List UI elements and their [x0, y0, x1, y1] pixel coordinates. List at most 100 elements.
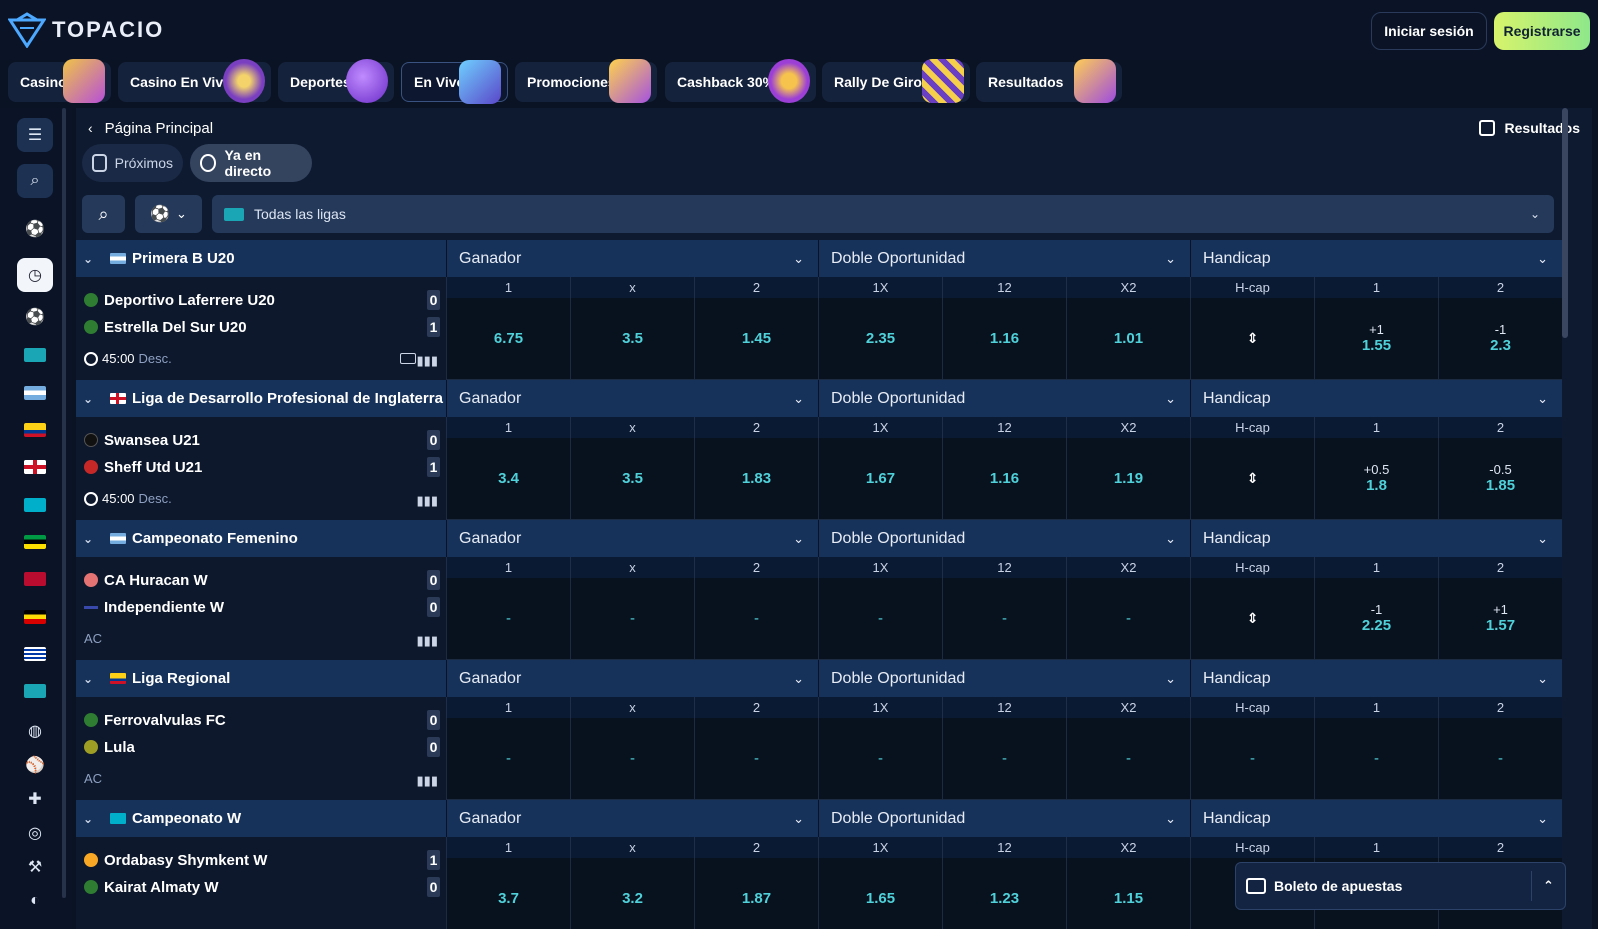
- hcap-odd-cell[interactable]: +0.5 1.8: [1314, 438, 1438, 520]
- market-header-handicap[interactable]: Handicap ⌄: [1190, 800, 1562, 837]
- nav-tab-casino[interactable]: Casino: [8, 59, 111, 103]
- market-header-winner[interactable]: Ganador ⌄: [446, 380, 818, 417]
- gamepad-icon[interactable]: ✚: [28, 791, 42, 808]
- odd-cell[interactable]: 1.23: [942, 858, 1066, 929]
- brand-logo[interactable]: TOPACIO: [8, 12, 164, 48]
- market-header-double[interactable]: Doble Oportunidad ⌄: [818, 240, 1190, 277]
- clock-icon[interactable]: ◷: [17, 258, 53, 292]
- league-header[interactable]: ⌄ Liga de Desarrollo Profesional de Ingl…: [76, 380, 446, 417]
- world-flag-icon[interactable]: [24, 684, 46, 698]
- odd-cell[interactable]: 3.7: [446, 858, 570, 929]
- basketball-icon[interactable]: ◍: [28, 723, 42, 740]
- odd-cell[interactable]: 1.16: [942, 298, 1066, 380]
- mozambique-flag-icon[interactable]: [24, 535, 46, 549]
- nav-tab-cashback[interactable]: Cashback 30%: [665, 59, 816, 103]
- nav-tab-rally-de-giros[interactable]: Rally De Giros: [822, 59, 970, 103]
- nav-tab-promociones[interactable]: Promociones: [515, 59, 657, 103]
- odd-cell[interactable]: -: [446, 578, 570, 660]
- hockey-icon[interactable]: ⚒: [27, 859, 43, 876]
- chevron-up-icon[interactable]: ⌃: [1531, 871, 1565, 901]
- odd-cell[interactable]: 1.83: [694, 438, 818, 520]
- odd-cell[interactable]: -: [942, 718, 1066, 800]
- nav-tab-en-vivo[interactable]: En Vivo: [401, 60, 508, 104]
- odd-cell[interactable]: 1.15: [1066, 858, 1190, 929]
- odd-cell[interactable]: -: [446, 718, 570, 800]
- odd-cell[interactable]: 1.19: [1066, 438, 1190, 520]
- market-header-handicap[interactable]: Handicap ⌄: [1190, 240, 1562, 277]
- tab-live[interactable]: Ya en directo: [190, 144, 312, 182]
- hcap-select[interactable]: ⇕: [1190, 298, 1314, 380]
- market-header-winner[interactable]: Ganador ⌄: [446, 520, 818, 557]
- results-link[interactable]: Resultados: [1478, 116, 1580, 140]
- odd-cell[interactable]: 1.87: [694, 858, 818, 929]
- hcap-odd-cell[interactable]: -0.5 1.85: [1438, 438, 1562, 520]
- market-header-handicap[interactable]: Handicap ⌄: [1190, 520, 1562, 557]
- stats-icon[interactable]: ▮▮▮: [416, 353, 438, 368]
- register-button[interactable]: Registrarse: [1494, 12, 1590, 50]
- odd-cell[interactable]: 3.4: [446, 438, 570, 520]
- match-info[interactable]: Ordabasy Shymkent W 1 Kairat Almaty W 0: [76, 837, 446, 929]
- match-info[interactable]: Deportivo Laferrere U20 0 Estrella Del S…: [76, 277, 446, 380]
- hcap-odd-cell[interactable]: -1 2.3: [1438, 298, 1562, 380]
- odd-cell[interactable]: 1.16: [942, 438, 1066, 520]
- market-header-handicap[interactable]: Handicap ⌄: [1190, 380, 1562, 417]
- kazakhstan-flag-icon[interactable]: [24, 498, 46, 512]
- norway-flag-icon[interactable]: [24, 572, 46, 586]
- league-header[interactable]: ⌄ Liga Regional: [76, 660, 446, 697]
- chevron-down-icon[interactable]: ⌄: [82, 811, 94, 826]
- nav-tab-deportes[interactable]: Deportes: [278, 59, 394, 103]
- league-header[interactable]: ⌄ Campeonato W: [76, 800, 446, 837]
- odd-cell[interactable]: 1.65: [818, 858, 942, 929]
- odd-cell[interactable]: -: [694, 718, 818, 800]
- odd-cell[interactable]: 1.67: [818, 438, 942, 520]
- odd-cell[interactable]: 1.01: [1066, 298, 1190, 380]
- hcap-select[interactable]: ⇕: [1190, 578, 1314, 660]
- stats-icon[interactable]: ▮▮▮: [416, 773, 438, 788]
- sport-select[interactable]: ⚽ ⌄: [135, 195, 202, 233]
- odd-cell[interactable]: -: [1066, 578, 1190, 660]
- league-select[interactable]: Todas las ligas ⌄: [212, 195, 1554, 233]
- odd-cell[interactable]: 1.45: [694, 298, 818, 380]
- tennis-icon[interactable]: ◐: [30, 892, 40, 909]
- hcap-select[interactable]: -: [1190, 718, 1314, 800]
- hcap-odd-cell[interactable]: +1 1.55: [1314, 298, 1438, 380]
- odd-cell[interactable]: -: [818, 718, 942, 800]
- match-info[interactable]: Swansea U21 0 Sheff Utd U21 1 45:00 Desc…: [76, 417, 446, 520]
- uruguay-flag-icon[interactable]: [24, 647, 46, 661]
- odd-cell[interactable]: -: [570, 718, 694, 800]
- chevron-down-icon[interactable]: ⌄: [82, 671, 94, 686]
- odd-cell[interactable]: 6.75: [446, 298, 570, 380]
- login-button[interactable]: Iniciar sesión: [1371, 12, 1487, 50]
- baseball-icon[interactable]: ⚾: [25, 757, 45, 774]
- market-header-winner[interactable]: Ganador ⌄: [446, 240, 818, 277]
- odd-cell[interactable]: -: [942, 578, 1066, 660]
- match-info[interactable]: CA Huracan W 0 Independiente W 0 AC ▮▮▮: [76, 557, 446, 660]
- soccer-ball-icon[interactable]: ⚽: [25, 309, 45, 326]
- stats-icon[interactable]: ▮▮▮: [416, 493, 438, 508]
- odd-cell[interactable]: 2.35: [818, 298, 942, 380]
- odd-cell[interactable]: -: [694, 578, 818, 660]
- chevron-down-icon[interactable]: ⌄: [82, 531, 94, 546]
- stats-icon[interactable]: ▮▮▮: [416, 633, 438, 648]
- odd-cell[interactable]: 3.5: [570, 438, 694, 520]
- england-flag-icon[interactable]: [24, 460, 46, 474]
- chevron-down-icon[interactable]: ⌄: [82, 391, 94, 406]
- market-header-winner[interactable]: Ganador ⌄: [446, 800, 818, 837]
- market-header-double[interactable]: Doble Oportunidad ⌄: [818, 380, 1190, 417]
- breadcrumb[interactable]: ‹ Página Principal: [88, 116, 213, 140]
- league-header[interactable]: ⌄ Campeonato Femenino: [76, 520, 446, 557]
- soccer-ball-icon[interactable]: ⚽: [25, 221, 45, 238]
- search-icon[interactable]: ⌕: [17, 164, 53, 198]
- search-button[interactable]: ⌕: [82, 195, 125, 233]
- market-header-handicap[interactable]: Handicap ⌄: [1190, 660, 1562, 697]
- odd-cell[interactable]: -: [1066, 718, 1190, 800]
- nav-tab-casino-en-vivo[interactable]: Casino En Vivo: [118, 59, 271, 103]
- main-scrollbar[interactable]: [1562, 108, 1568, 338]
- hcap-select[interactable]: ⇕: [1190, 438, 1314, 520]
- video-icon[interactable]: [400, 353, 416, 364]
- market-header-winner[interactable]: Ganador ⌄: [446, 660, 818, 697]
- league-header[interactable]: ⌄ Primera B U20: [76, 240, 446, 277]
- odd-cell[interactable]: 3.2: [570, 858, 694, 929]
- menu-icon[interactable]: ☰: [17, 118, 53, 152]
- hcap-odd-cell[interactable]: -: [1438, 718, 1562, 800]
